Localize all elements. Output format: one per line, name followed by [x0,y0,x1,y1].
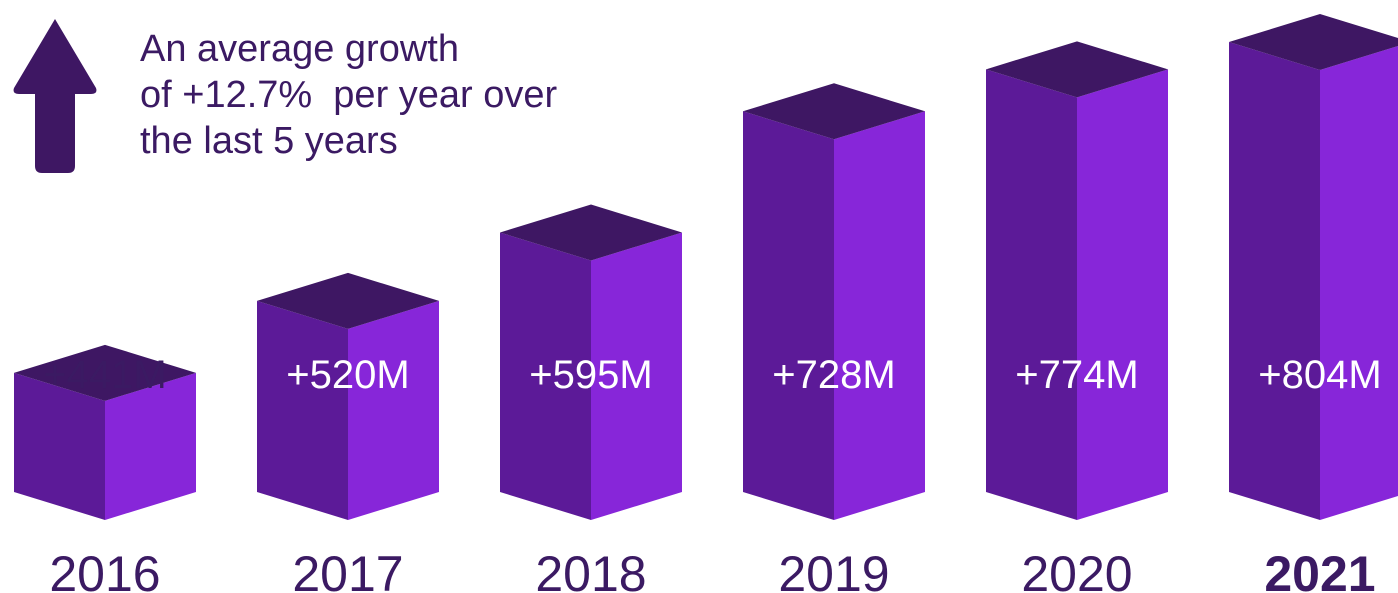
bar-2021 [1229,14,1398,520]
bar-top-face [257,272,439,329]
bar-right-face [591,232,682,521]
bar-right-face [348,300,439,520]
value-label-2018: +595M [529,353,652,397]
headline-line-1: An average growth [140,28,459,70]
year-label-2018: 2018 [535,546,646,593]
bar-left-face [743,111,834,520]
bar-top-face [14,344,196,401]
bar-left-face [257,300,348,520]
bar-left-face [1229,42,1320,520]
value-label-2017: +520M [286,353,409,397]
bar-top-face [500,204,682,261]
bar-right-face [105,372,196,520]
bar-left-face [14,372,105,520]
headline-line-2: of +12.7% per year over [140,74,558,116]
bar-left-face [500,232,591,521]
bar-2016 [14,344,196,520]
headline-line-3: the last 5 years [140,120,398,162]
bar-2018 [500,204,682,521]
bar-right-face [1077,69,1168,520]
bar-top-face [743,83,925,140]
growth-headline: An average growth of +12.7% per year ove… [140,26,660,164]
year-label-2019: 2019 [778,546,889,593]
bar-top-face [1229,14,1398,70]
value-label-2021: +804M [1258,353,1381,397]
bar-right-face [1320,46,1398,520]
year-label-2020: 2020 [1021,546,1132,593]
bar-left-face [986,69,1077,520]
bar-top-face [986,41,1168,98]
up-arrow-icon [13,19,97,173]
value-label-2016: +441M [43,353,166,397]
bar-2020 [986,41,1168,520]
year-label-2016: 2016 [49,546,160,593]
year-label-2021: 2021 [1264,546,1375,593]
value-label-2019: +728M [772,353,895,397]
year-label-2017: 2017 [292,546,403,593]
bar-2017 [257,272,439,520]
bar-2019 [743,83,925,520]
value-label-2020: +774M [1015,353,1138,397]
bar-right-face [834,111,925,520]
